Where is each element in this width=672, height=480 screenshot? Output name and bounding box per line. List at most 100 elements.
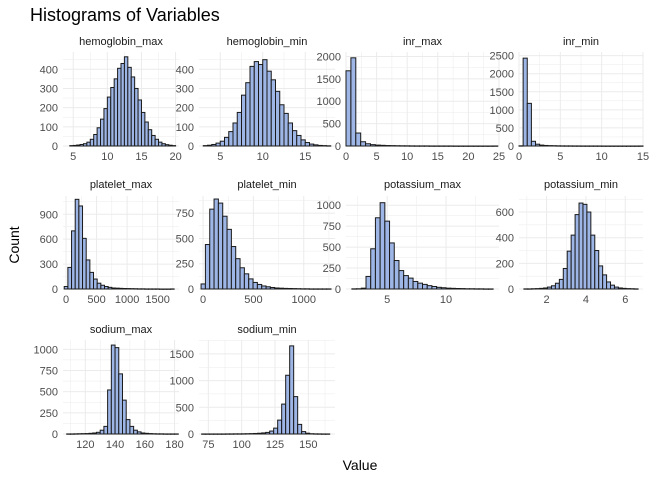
histogram-bar [370,248,376,290]
facet-label: inr_max [403,36,443,48]
histogram-bar [232,122,238,147]
x-tick-label: 15 [637,151,649,163]
y-tick-label: 250 [323,263,341,275]
x-tick-label: 10 [101,151,113,163]
y-tick-label: 750 [323,221,341,233]
histogram-bar [243,273,250,290]
histogram-bar [127,66,132,147]
histogram-bar [222,215,228,290]
histogram-bar [574,214,580,290]
histogram-bar [125,419,131,435]
x-tick-label: 160 [136,439,154,451]
histogram-bar [257,432,263,435]
x-tick-label: 4 [583,294,589,306]
histogram-bar [374,144,381,147]
histogram-bar [309,143,315,147]
x-tick-label: 2 [543,294,549,306]
histogram-bar [226,228,232,290]
histogram-bar [558,278,564,290]
x-tick-label: 180 [165,439,183,451]
histogram-bar [147,129,153,147]
histogram-bar [79,143,84,147]
y-tick-label: 2000 [317,51,341,63]
histogram-bar [93,278,98,290]
x-tick-label: 1000 [115,294,139,306]
histogram-bar [278,287,284,290]
x-tick-label: 6 [622,294,628,306]
histogram-bar [74,198,80,290]
x-tick-label: 75 [202,439,214,451]
panel-inr-min: inr_min 0 5 10 15 0 500 1000 1500 2000 2500 [490,36,650,163]
histogram-bar [282,287,289,290]
histogram-bar [85,259,91,290]
histogram-bar [317,144,323,147]
histogram-bar [617,287,623,290]
y-tick-label: 2500 [490,51,514,63]
histogram-bar [67,266,73,290]
histogram-bar [389,242,395,290]
histogram-bar [217,202,224,290]
histogram-bar [365,275,372,290]
histogram-bar [89,138,95,147]
y-tick-label: 1000 [170,376,194,388]
histogram-bar [275,90,281,147]
panel-potassium-min: potassium_min 2 4 6 0 200 400 600 [496,179,643,306]
histogram-bar [301,431,307,435]
histogram-bar [258,63,264,147]
histogram-bar [586,211,592,290]
histogram-bar [379,144,386,147]
histogram-bar [99,429,105,435]
y-tick-label: 1000 [490,105,514,117]
x-tick-label: 15 [432,151,444,163]
histogram-bar [118,373,123,435]
histogram-bar [296,134,302,147]
histogram-bar [110,344,116,435]
y-tick-label: 200 [176,103,194,115]
x-tick-label: 500 [244,294,262,306]
histogram-bar [113,78,119,147]
histogram-bar [235,258,241,290]
x-tick-label: 1500 [145,294,169,306]
histogram-bar [379,202,386,290]
histogram-bar [292,130,298,147]
histogram-bar [140,432,146,435]
histogram-bar [213,198,219,290]
histogram-bar [403,275,409,290]
histogram-bar [602,274,608,290]
histogram-bar [110,86,115,147]
histogram-bar [526,102,532,147]
histogram-bar [239,267,245,290]
x-tick-label: 5 [374,151,380,163]
histogram-bar [63,286,69,290]
histogram-bar [554,282,560,290]
histogram-bar [265,286,271,290]
histogram-bar [204,244,211,290]
histogram-bar [252,281,258,290]
histogram-bar [436,286,442,290]
histogram-bar [355,132,362,147]
histogram-bar [261,432,267,435]
histogram-bar [158,141,163,147]
y-tick-label: 1500 [317,74,341,86]
histogram-bar [122,288,127,290]
histogram-bar [129,425,135,435]
y-axis-title: Count [6,226,22,263]
facet-label: hemoglobin_min [227,36,308,48]
histogram-bar [289,345,295,435]
histogram-bar [369,144,376,147]
x-tick-label: 20 [169,151,181,163]
histogram-bar [72,144,78,147]
histogram-bar [539,144,545,147]
x-tick-label: 10 [596,151,608,163]
panel-platelet-min: platelet_min 0 500 1000 0 250 500 750 [176,179,335,306]
y-tick-label: 0 [335,141,341,153]
y-tick-label: 1000 [34,344,58,356]
x-tick-label: 0 [343,151,349,163]
y-tick-label: 0 [52,284,58,296]
x-tick-label: 500 [87,294,105,306]
y-tick-label: 2000 [490,69,514,81]
histogram-bar [454,288,461,290]
